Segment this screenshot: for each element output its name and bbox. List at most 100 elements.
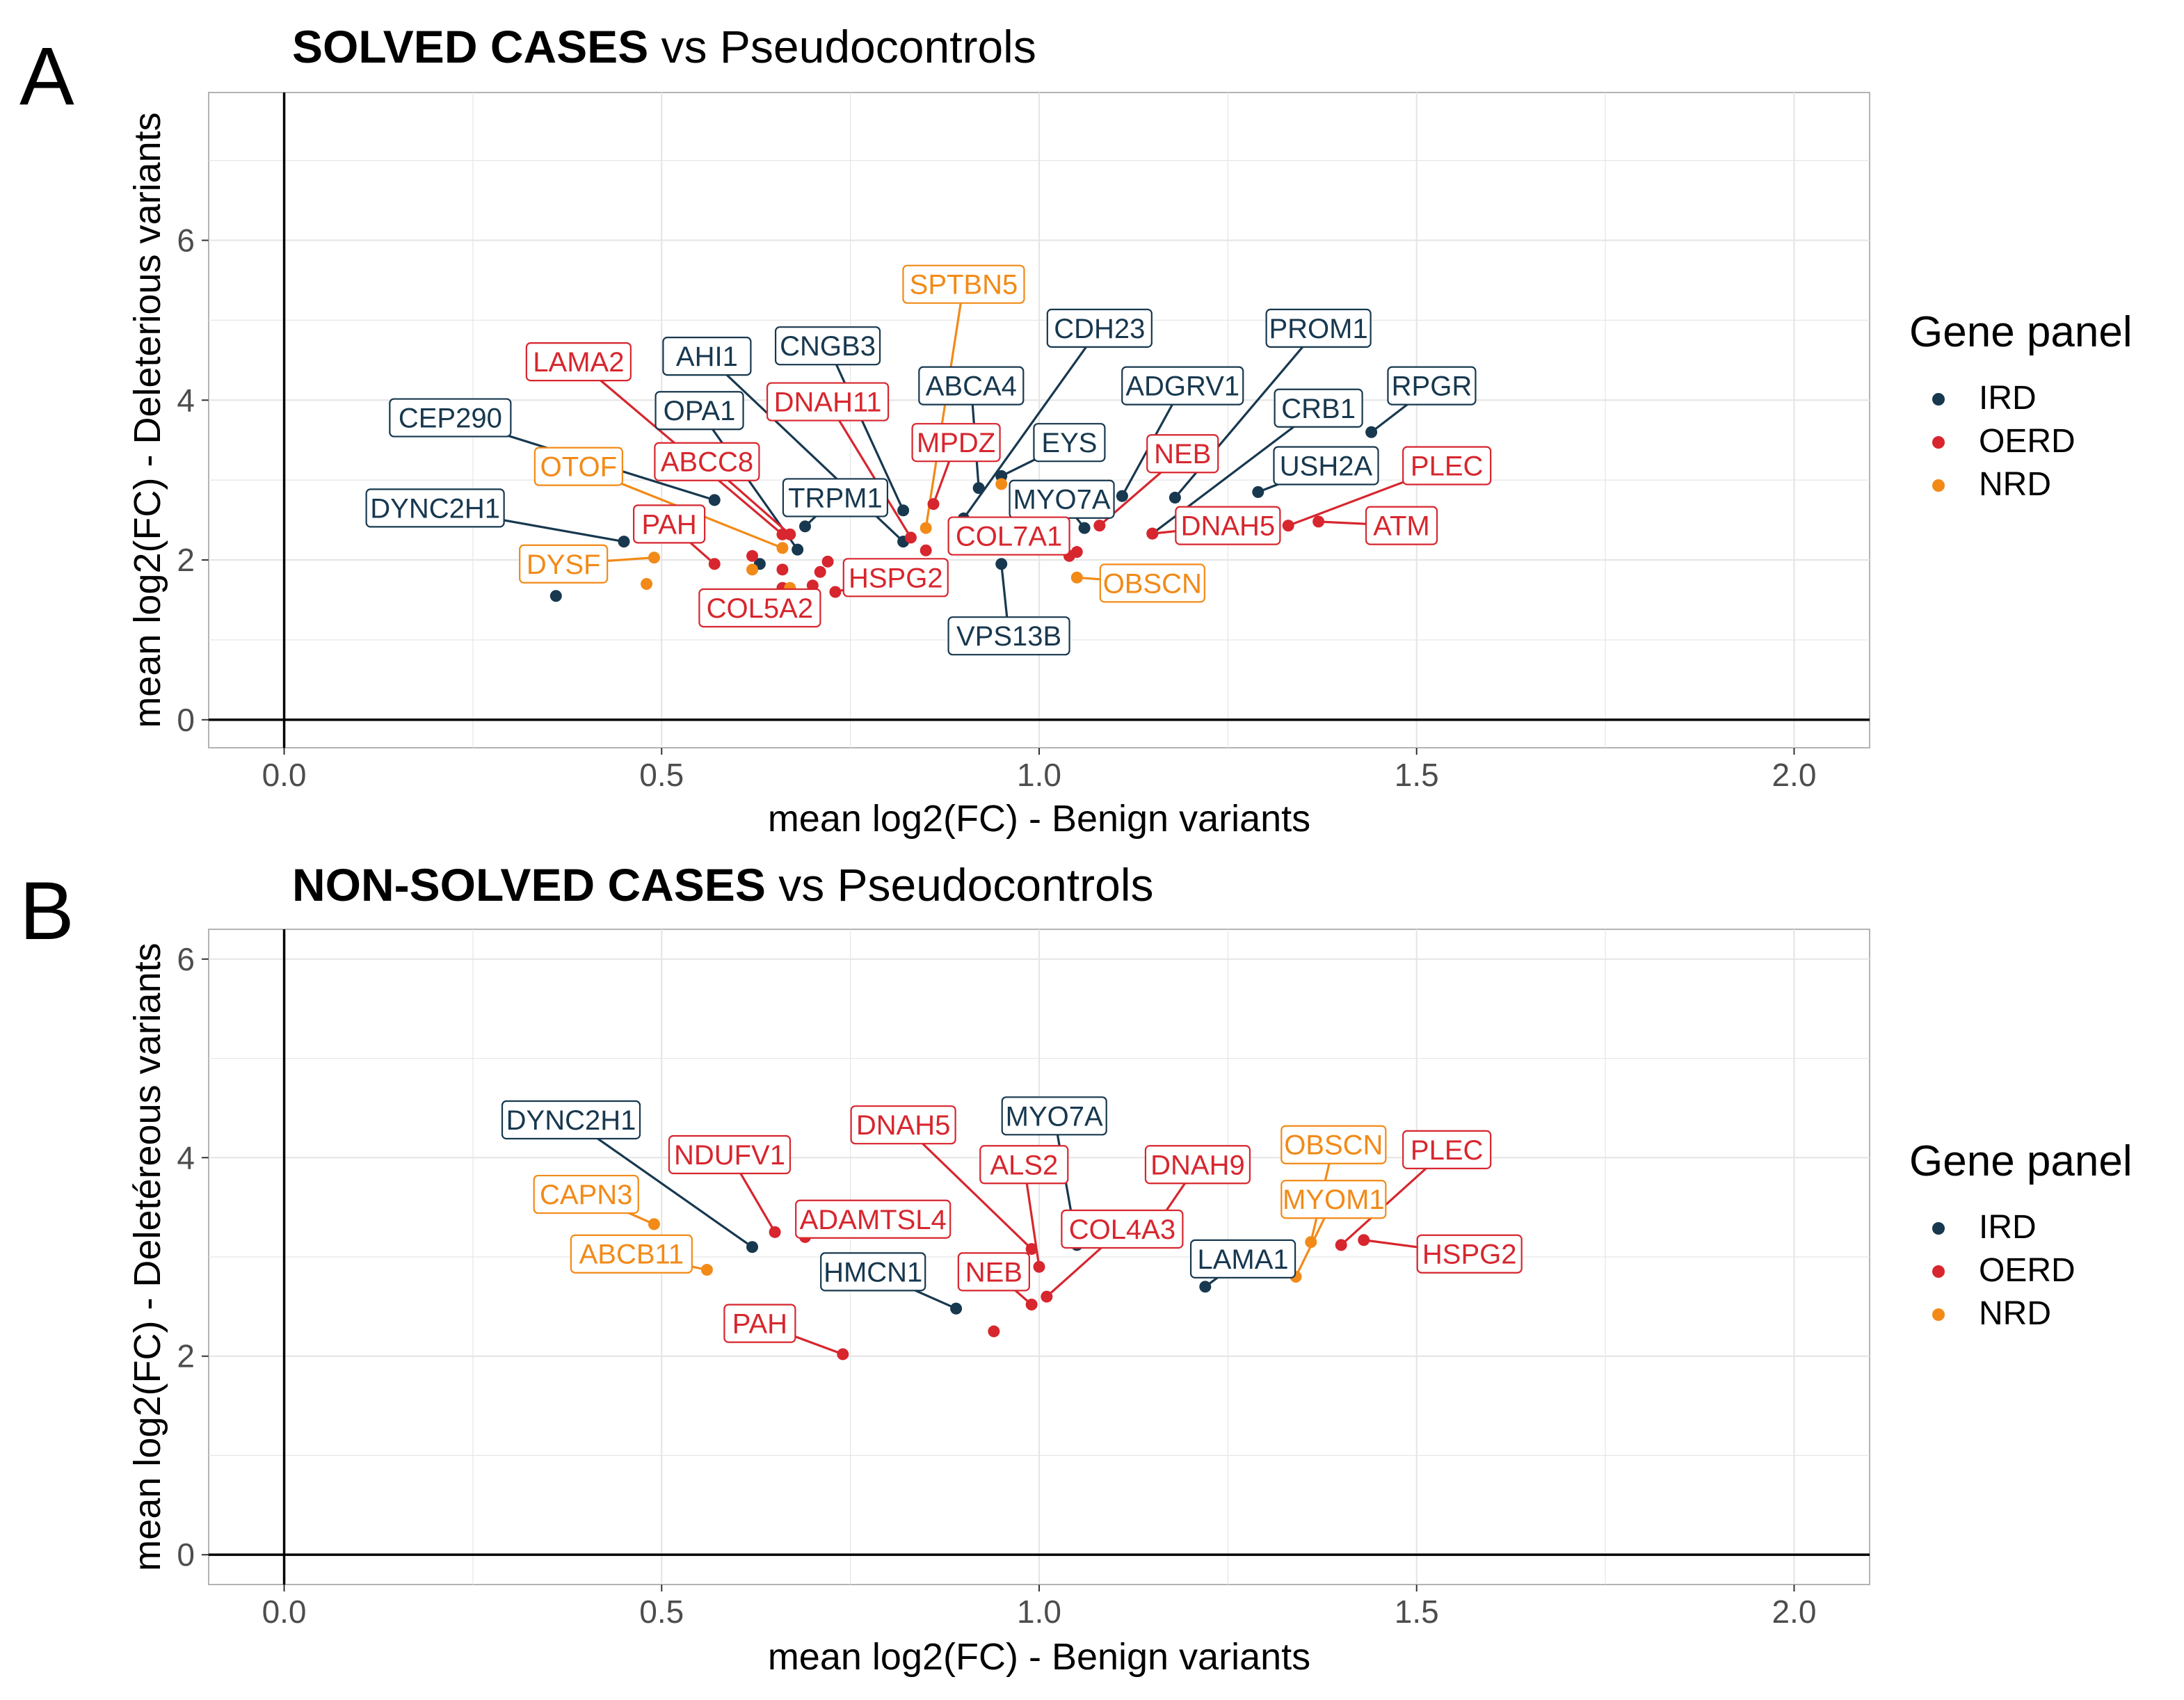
x-tick-label: 2.0 xyxy=(1772,757,1816,793)
gene-label-text: PLEC xyxy=(1411,1135,1484,1166)
gene-label-box xyxy=(1280,1125,1387,1164)
x-tick-label: 1.0 xyxy=(1017,757,1061,793)
gene-label-text: DNAH5 xyxy=(1181,511,1276,542)
data-point-ird xyxy=(1199,1281,1212,1293)
data-point-ird xyxy=(1169,491,1181,504)
gene-label-eys: EYS xyxy=(1033,423,1106,463)
gene-label-text: MYO7A xyxy=(1006,1101,1103,1132)
gene-label-box xyxy=(957,1252,1030,1292)
x-tick-label: 1.0 xyxy=(1017,1594,1061,1630)
gene-label-box xyxy=(570,1234,693,1274)
gene-label-box xyxy=(533,1174,639,1214)
data-point-oerd xyxy=(814,566,826,578)
gene-label-box xyxy=(1402,446,1492,486)
y-tick-label: 4 xyxy=(177,1139,195,1176)
legend-marker-oerd xyxy=(1932,1265,1945,1278)
data-point-ird xyxy=(792,543,804,556)
gene-label-box xyxy=(668,1134,792,1175)
gene-label-crb1: CRB1 xyxy=(1274,388,1363,428)
gene-labels: DYNC2H1 MYO7A HMCN1 LAMA1 NDUFV1 DNAH5 ALS2 DNA… xyxy=(501,1096,1523,1343)
gene-label-ush2a: USH2A xyxy=(1273,446,1379,486)
gene-label-pah: PAH xyxy=(633,504,706,544)
gene-label-ahi1: AHI1 xyxy=(662,336,752,376)
data-point-nrd xyxy=(648,552,660,564)
chart-title-rest: vs Pseudocontrols xyxy=(648,21,1036,72)
gene-label-text: DYSF xyxy=(527,550,601,580)
gene-label-cdh23: CDH23 xyxy=(1046,308,1153,348)
data-point-oerd xyxy=(988,1325,1000,1338)
data-point-ird xyxy=(708,494,721,506)
gene-label-text: DNAH11 xyxy=(774,387,882,418)
legend-title: Gene panel xyxy=(1909,308,2133,356)
gene-label-box xyxy=(519,544,609,584)
connector-line xyxy=(902,1124,1033,1250)
data-point-ird xyxy=(549,590,562,602)
data-point-nrd xyxy=(995,478,1008,490)
gene-label-vps13b: VPS13B xyxy=(947,616,1070,656)
gene-label-trpm1: TRPM1 xyxy=(782,478,889,518)
gene-label-box xyxy=(723,1304,796,1343)
gene-label-text: COL5A2 xyxy=(707,593,813,624)
gene-label-box xyxy=(654,442,760,481)
panel-a: A SOLVED CASES vs Pseudocontrols 0.0 0.5 1.0… xyxy=(19,21,2133,840)
gene-label-box xyxy=(1046,308,1153,348)
data-point-ird xyxy=(799,520,812,533)
gene-label-box xyxy=(1121,366,1244,406)
x-axis-title: mean log2(FC) - Benign variants xyxy=(768,1636,1310,1678)
gene-label-box xyxy=(1416,1234,1523,1274)
gene-label-text: ALS2 xyxy=(990,1150,1058,1180)
gene-label-box xyxy=(1189,1239,1296,1278)
gene-label-text: MYO7A xyxy=(1013,485,1111,515)
x-tick-label: 0.5 xyxy=(639,1594,684,1630)
connector-line xyxy=(924,284,965,529)
gene-label-text: DNAH9 xyxy=(1150,1150,1245,1180)
data-point-nrd xyxy=(641,578,653,590)
gene-label-box xyxy=(1274,388,1363,428)
data-point-oerd xyxy=(1093,520,1106,532)
data-point-oerd xyxy=(829,586,842,598)
y-axis-title: mean log2(FC) - Deletéreous variants xyxy=(127,943,168,1571)
data-point-oerd xyxy=(1041,1290,1053,1303)
data-point-oerd xyxy=(776,563,789,576)
data-point-oerd xyxy=(1146,527,1159,540)
gene-label-otof: OTOF xyxy=(533,447,623,486)
gene-label-box xyxy=(501,1100,641,1140)
data-point-oerd xyxy=(904,531,917,544)
gene-label-box xyxy=(533,447,623,486)
gene-label-myo7a: MYO7A xyxy=(1009,479,1115,519)
gene-label-adamtsl4: ADAMTSL4 xyxy=(795,1199,952,1239)
gene-label-box xyxy=(365,488,505,528)
legend-marker-oerd xyxy=(1932,436,1945,449)
gene-label-text: OPA1 xyxy=(664,396,736,426)
gene-label-text: NEB xyxy=(1154,439,1211,470)
gene-label-text: CDH23 xyxy=(1054,314,1145,344)
gene-label-box xyxy=(1387,366,1477,406)
gene-label-text: DYNC2H1 xyxy=(506,1105,636,1136)
chart-title-rest: vs Pseudocontrols xyxy=(766,859,1154,911)
gene-label-text: CAPN3 xyxy=(540,1180,632,1210)
legend-title: Gene panel xyxy=(1909,1137,2133,1185)
gene-label-box xyxy=(911,423,1001,463)
data-point-nrd xyxy=(1305,1236,1317,1249)
chart-title: SOLVED CASES vs Pseudocontrols xyxy=(292,21,1036,72)
legend-label-ird: IRD xyxy=(1979,1209,2037,1246)
gene-label-text: EYS xyxy=(1041,428,1097,458)
gene-label-box xyxy=(918,366,1025,406)
gene-label-text: HSPG2 xyxy=(1422,1240,1517,1270)
gene-label-box xyxy=(698,588,821,628)
gene-label-dync2h1: DYNC2H1 xyxy=(501,1100,641,1140)
gene-label-box xyxy=(979,1145,1069,1185)
data-point-oerd xyxy=(1358,1234,1370,1246)
gene-label-box xyxy=(947,616,1070,656)
legend-label-nrd: NRD xyxy=(1979,1295,2051,1332)
legend-label-nrd: NRD xyxy=(1979,466,2051,503)
gene-label-text: ATM xyxy=(1373,511,1429,542)
data-point-oerd xyxy=(1033,1260,1045,1273)
gene-label-box xyxy=(820,1252,926,1292)
gene-label-pah: PAH xyxy=(723,1304,796,1343)
chart-title-bold: NON-SOLVED CASES xyxy=(292,859,766,911)
gene-label-text: CEP290 xyxy=(399,403,502,434)
gene-label-cep290: CEP290 xyxy=(389,398,512,438)
data-point-nrd xyxy=(746,563,759,576)
